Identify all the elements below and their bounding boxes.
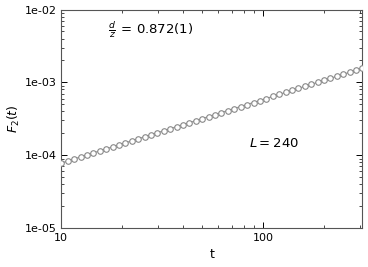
X-axis label: t: t [209,249,214,261]
Text: $L = 240$: $L = 240$ [249,137,299,150]
Y-axis label: $F_2(t)$: $F_2(t)$ [6,104,22,133]
Text: $\frac{d}{z}$$\,=\,0.872(1)$: $\frac{d}{z}$$\,=\,0.872(1)$ [108,20,193,40]
